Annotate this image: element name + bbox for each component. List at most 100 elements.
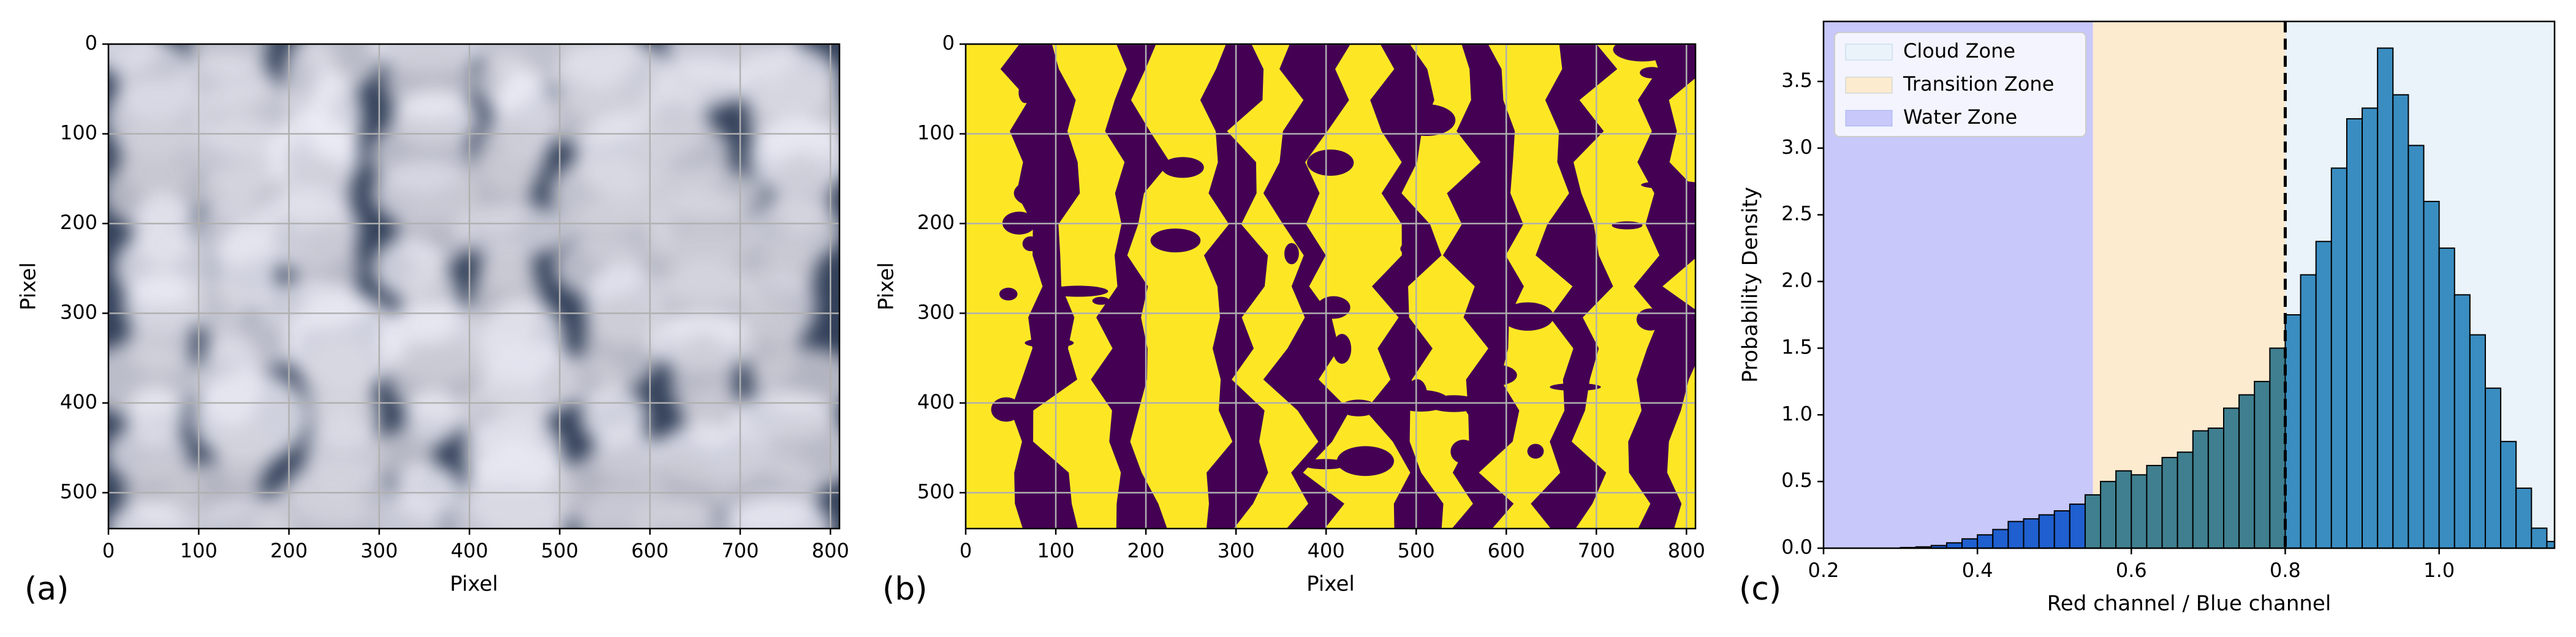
water-patch xyxy=(1306,149,1354,176)
plot-area xyxy=(108,44,839,529)
bar xyxy=(2284,314,2301,548)
legend-swatch xyxy=(1845,77,1893,94)
x-tick-label: 800 xyxy=(1668,539,1705,562)
panel-label: (a) xyxy=(25,571,69,608)
water-region xyxy=(1200,44,1268,529)
bar xyxy=(1961,538,1979,548)
y-tick-label: 0.5 xyxy=(1781,469,1813,492)
bar xyxy=(1992,529,2009,548)
bar xyxy=(2330,167,2347,548)
water-patch xyxy=(1612,221,1643,230)
water-patch xyxy=(999,287,1018,301)
bar xyxy=(2346,118,2363,548)
y-tick-label: 200 xyxy=(60,211,97,234)
water-patch xyxy=(1048,285,1108,297)
y-tick-label: 100 xyxy=(60,121,97,144)
water-patch xyxy=(1302,459,1348,470)
bar xyxy=(2269,347,2286,548)
cloud-puff xyxy=(374,492,446,529)
bar xyxy=(2531,527,2548,548)
water-patch xyxy=(1013,178,1069,208)
x-axis-label: Red channel / Blue channel xyxy=(2047,592,2332,616)
x-tick-label: 200 xyxy=(1127,539,1165,562)
cloud-puff xyxy=(452,204,574,257)
y-tick-label: 1.0 xyxy=(1781,402,1813,425)
clouds xyxy=(108,44,839,529)
bar xyxy=(2069,503,2086,548)
y-tick-label: 400 xyxy=(917,390,955,413)
x-tick-label: 0.6 xyxy=(2116,559,2147,582)
water-region xyxy=(1442,44,1524,529)
bar xyxy=(2100,481,2117,548)
y-tick-label: 2.0 xyxy=(1781,269,1813,292)
cloud-puff xyxy=(722,496,833,529)
water-patch xyxy=(1217,354,1242,368)
x-axis-label: Pixel xyxy=(1306,572,1355,597)
water-region xyxy=(1365,44,1444,529)
water-patch xyxy=(1018,81,1032,104)
x-tick-label: 500 xyxy=(541,539,578,562)
y-tick-label: 1.5 xyxy=(1781,335,1813,358)
water-patch xyxy=(1222,198,1244,207)
bar xyxy=(2023,518,2040,548)
legend-label: Water Zone xyxy=(1903,105,2017,129)
y-tick-label: 500 xyxy=(917,480,955,503)
y-tick-label: 400 xyxy=(60,390,97,413)
bar xyxy=(2315,241,2332,548)
bar xyxy=(2362,107,2379,548)
water-patch xyxy=(1527,443,1544,459)
legend-label: Transition Zone xyxy=(1903,72,2054,96)
water-patch xyxy=(1471,364,1517,386)
y-tick-label: 0 xyxy=(942,31,955,55)
cloud-puff xyxy=(634,498,722,529)
water-patch xyxy=(1284,243,1299,265)
bar xyxy=(2115,470,2132,548)
water-region xyxy=(1628,44,1695,529)
bar xyxy=(1977,534,1994,548)
bar xyxy=(2500,440,2517,548)
y-tick-label: 100 xyxy=(917,121,955,144)
bar xyxy=(2084,494,2102,548)
x-tick-label: 400 xyxy=(451,539,488,562)
x-tick-label: 0 xyxy=(102,539,115,562)
bar xyxy=(2377,47,2394,548)
y-axis-label: Probability Density xyxy=(1738,187,1763,383)
x-tick-label: 600 xyxy=(631,539,669,562)
water-patch xyxy=(1407,379,1427,409)
bar xyxy=(1945,542,1963,548)
bar xyxy=(2469,334,2486,548)
bar xyxy=(2238,394,2256,548)
bar xyxy=(2131,474,2148,548)
y-tick-label: 200 xyxy=(917,211,955,234)
bar xyxy=(2146,465,2163,548)
y-axis-label: Pixel xyxy=(874,262,899,311)
bar xyxy=(2484,387,2502,548)
bar xyxy=(2423,200,2440,548)
y-tick-label: 2.5 xyxy=(1781,202,1813,225)
water-patch xyxy=(1296,44,1315,50)
bar xyxy=(2438,247,2455,548)
cloud-puff xyxy=(578,486,656,529)
x-tick-label: 0 xyxy=(960,539,972,562)
water-patch xyxy=(1501,302,1554,331)
y-tick-label: 3.0 xyxy=(1781,135,1813,159)
water-region xyxy=(1531,44,1618,529)
bar xyxy=(2053,510,2070,548)
legend-frame xyxy=(1834,32,2086,137)
x-tick-label: 0.4 xyxy=(1962,559,1993,582)
x-axis-label: Pixel xyxy=(450,572,498,597)
y-tick-label: 300 xyxy=(60,300,97,323)
x-tick-label: 0.8 xyxy=(2270,559,2301,582)
legend-swatch xyxy=(1845,110,1893,127)
bar xyxy=(2407,145,2425,548)
x-tick-label: 100 xyxy=(180,539,218,562)
legend-swatch xyxy=(1845,43,1893,61)
x-tick-label: 400 xyxy=(1308,539,1345,562)
axes-frame xyxy=(964,43,1697,530)
x-tick-label: 300 xyxy=(1218,539,1255,562)
y-axis-label: Pixel xyxy=(17,262,41,311)
x-tick-label: 700 xyxy=(1578,539,1615,562)
y-tick-label: 300 xyxy=(917,300,955,323)
water-patch xyxy=(1025,338,1074,348)
